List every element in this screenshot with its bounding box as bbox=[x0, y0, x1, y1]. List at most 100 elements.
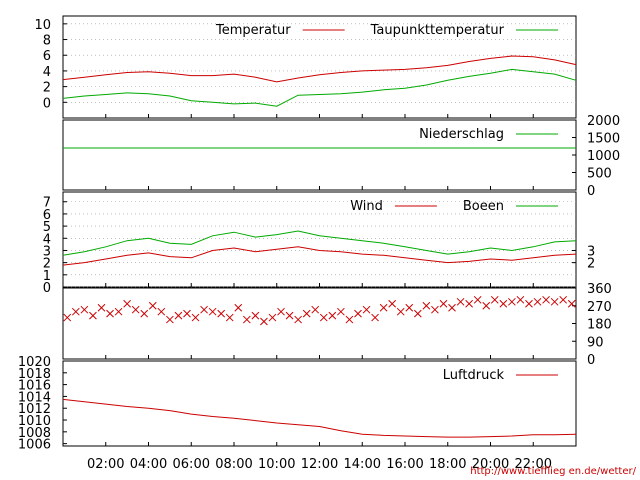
y-tick-label: 1006 bbox=[18, 438, 51, 453]
y-tick-label: 3 bbox=[43, 244, 51, 259]
y-tick-label: 1008 bbox=[18, 426, 51, 441]
data-point bbox=[337, 307, 345, 316]
point-stroke bbox=[337, 307, 345, 316]
y-tick-label: 10 bbox=[34, 18, 51, 33]
data-point bbox=[131, 305, 140, 314]
point-stroke bbox=[208, 307, 217, 316]
point-stroke bbox=[71, 307, 80, 316]
data-point bbox=[439, 299, 448, 308]
data-point bbox=[559, 295, 568, 304]
point-stroke bbox=[89, 311, 97, 320]
point-stroke bbox=[422, 301, 431, 310]
data-point bbox=[388, 299, 397, 308]
data-point bbox=[191, 313, 200, 322]
data-point bbox=[89, 311, 97, 320]
y-tick-label: 1014 bbox=[18, 390, 51, 405]
legend-label: Temperatur bbox=[215, 23, 291, 38]
x-tick-label: 06:00 bbox=[173, 457, 210, 472]
source-url[interactable]: http://www.tiefflieg en.de/wetter/ bbox=[470, 466, 636, 477]
data-point bbox=[208, 307, 217, 316]
data-point bbox=[473, 295, 482, 304]
y-tick-label-right: 500 bbox=[587, 167, 612, 182]
point-stroke bbox=[114, 307, 123, 316]
point-stroke bbox=[148, 301, 157, 310]
point-stroke bbox=[260, 317, 268, 326]
data-point bbox=[379, 303, 388, 312]
point-stroke bbox=[345, 315, 354, 324]
point-stroke bbox=[362, 305, 371, 314]
data-point bbox=[328, 311, 337, 320]
panel-2: 0 500 1000 1500 2000 Niederschlag bbox=[62, 114, 620, 199]
y-tick-label: 2 bbox=[43, 257, 51, 272]
point-stroke bbox=[166, 315, 174, 324]
point-stroke bbox=[63, 313, 72, 322]
point-stroke bbox=[465, 299, 473, 308]
y-tick-label: 4 bbox=[43, 232, 51, 247]
y-tick-label: 1018 bbox=[18, 367, 51, 382]
data-point bbox=[499, 299, 508, 308]
point-stroke bbox=[319, 313, 328, 322]
series-line-temperatur bbox=[62, 55, 577, 83]
point-stroke bbox=[234, 303, 243, 312]
y-tick-label-right: 270 bbox=[587, 300, 612, 315]
data-point bbox=[533, 297, 542, 306]
data-point bbox=[97, 303, 106, 312]
legend-label: Wind bbox=[350, 199, 383, 214]
data-point bbox=[422, 301, 431, 310]
y-tick-label: 1012 bbox=[18, 402, 51, 417]
y-tick-label: 1016 bbox=[18, 379, 51, 394]
point-stroke bbox=[396, 307, 405, 316]
x-tick-label: 08:00 bbox=[215, 457, 252, 472]
data-point bbox=[448, 303, 456, 312]
y-tick-label-right: 1000 bbox=[587, 149, 620, 164]
y-tick-label-right: 3 bbox=[587, 244, 595, 259]
data-point bbox=[157, 307, 166, 316]
point-stroke bbox=[242, 315, 251, 324]
point-stroke bbox=[140, 309, 149, 318]
data-point bbox=[277, 307, 285, 316]
y-tick-label: 0 bbox=[43, 96, 51, 111]
x-tick-label: 22:00 bbox=[515, 457, 552, 472]
y-tick-label-right: 360 bbox=[587, 282, 612, 297]
data-point bbox=[260, 317, 268, 326]
y-tick-label: 2 bbox=[43, 81, 51, 96]
point-stroke bbox=[533, 297, 542, 306]
data-point bbox=[354, 309, 362, 318]
y-tick-label-right: 2 bbox=[587, 257, 595, 272]
point-stroke bbox=[550, 297, 559, 306]
data-point bbox=[490, 295, 499, 304]
y-tick-label-right: 1500 bbox=[587, 132, 620, 147]
point-stroke bbox=[379, 303, 388, 312]
y-tick-label: 1020 bbox=[18, 355, 51, 370]
x-tick-label: 20:00 bbox=[472, 457, 509, 472]
x-tick-label: 14:00 bbox=[344, 457, 381, 472]
legend-label: Boeen bbox=[463, 199, 504, 214]
data-point bbox=[174, 311, 183, 320]
point-stroke bbox=[448, 303, 456, 312]
data-point bbox=[413, 309, 422, 318]
point-stroke bbox=[311, 305, 320, 314]
data-point bbox=[431, 305, 439, 314]
point-stroke bbox=[131, 305, 140, 314]
point-stroke bbox=[217, 309, 226, 318]
data-point bbox=[166, 315, 174, 324]
point-stroke bbox=[225, 313, 234, 322]
data-point bbox=[567, 299, 576, 308]
data-point bbox=[550, 297, 559, 306]
legend-label: Luftdruck bbox=[443, 368, 505, 383]
y-tick-label: 4 bbox=[43, 65, 51, 80]
y-tick-label: 1 bbox=[43, 269, 51, 284]
data-point bbox=[80, 305, 89, 314]
point-stroke bbox=[473, 295, 482, 304]
data-point bbox=[148, 301, 157, 310]
point-stroke bbox=[157, 307, 166, 316]
point-stroke bbox=[559, 295, 568, 304]
point-stroke bbox=[413, 309, 422, 318]
legend-label: Taupunkttemperatur bbox=[370, 23, 505, 38]
y-tick-label: 6 bbox=[43, 49, 51, 64]
data-point bbox=[251, 311, 260, 320]
panel-4: 0 90 180 270 360 bbox=[62, 282, 612, 368]
data-point bbox=[242, 315, 251, 324]
